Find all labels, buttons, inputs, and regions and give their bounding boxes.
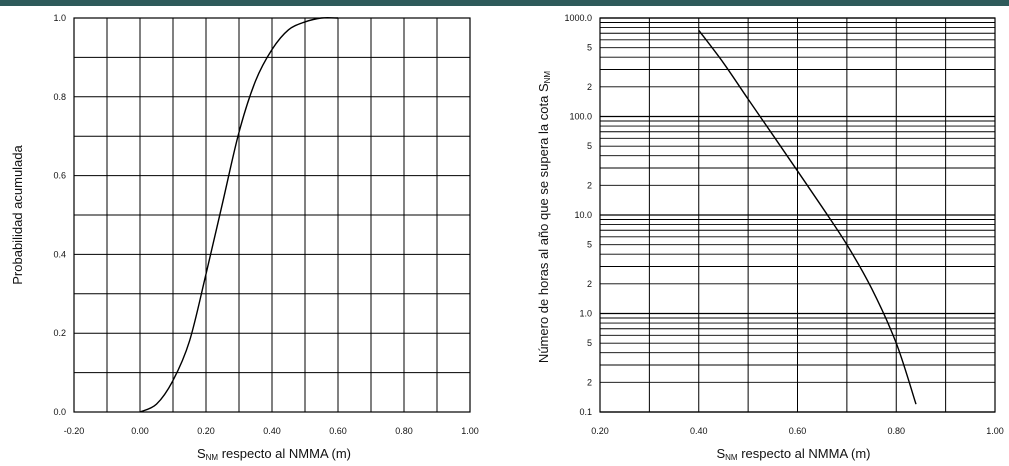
chart1-x-tick-label: 0.80 <box>395 426 413 436</box>
chart2-y-axis-label: Número de horas al año que se supera la … <box>536 71 552 363</box>
chart2-y-tick-label: 5 <box>587 338 592 348</box>
chart2-exceedance-curve <box>698 29 917 405</box>
chart1-cdf-curve <box>139 17 339 413</box>
chart2-x-tick-label: 1.00 <box>986 426 1004 436</box>
chart1-y-tick-label: 0.0 <box>53 407 66 417</box>
chart1-y-tick-label: 0.2 <box>53 328 66 338</box>
chart2-y-tick-label: 100.0 <box>569 112 592 122</box>
chart2-x-axis-label: SNM respecto al NMMA (m) <box>716 446 870 462</box>
chart2-y-tick-label: 2 <box>587 180 592 190</box>
chart2-x-tick-label: 0.20 <box>591 426 609 436</box>
chart1-y-tick-label: 0.8 <box>53 92 66 102</box>
chart2-y-tick-label: 1.0 <box>579 309 592 319</box>
chart2-y-tick-label: 5 <box>587 141 592 151</box>
chart1-x-tick-label: 1.00 <box>461 426 479 436</box>
chart1-group: -0.20 0.00 0.20 0.40 0.60 0.80 1.00 0.0 0.2 0.4 0.… <box>10 13 479 462</box>
chart2-y-tick-label: 2 <box>587 279 592 289</box>
chart2-y-tick-label: 10.0 <box>574 210 592 220</box>
chart1-frame <box>73 17 471 413</box>
chart2-y-tick-label: 5 <box>587 240 592 250</box>
chart1-x-axis-label: SNM respecto al NMMA (m) <box>197 446 351 462</box>
chart2-frame <box>599 17 996 413</box>
chart2-y-tick-label: 1000.0 <box>564 13 592 23</box>
chart1-x-tick-label: -0.20 <box>64 426 85 436</box>
chart1-x-tick-label: 0.00 <box>131 426 149 436</box>
chart2-group: 0.20 0.40 0.60 0.80 1.00 1000.0 5 2 100.0 5 2 10.0 5… <box>536 13 1004 462</box>
chart1-y-tick-label: 0.4 <box>53 249 66 259</box>
chart1-x-tick-label: 0.60 <box>329 426 347 436</box>
chart2-x-tick-label: 0.40 <box>690 426 708 436</box>
chart2-y-tick-label: 2 <box>587 82 592 92</box>
chart1-y-axis-label: Probabilidad acumulada <box>10 144 25 284</box>
chart1-y-tick-label: 1.0 <box>53 13 66 23</box>
chart2-y-tick-label: 5 <box>587 43 592 53</box>
top-bar <box>0 0 1009 6</box>
chart1-x-tick-label: 0.20 <box>197 426 215 436</box>
chart2-x-tick-label: 0.80 <box>887 426 905 436</box>
chart2-x-tick-label: 0.60 <box>789 426 807 436</box>
chart2-y-tick-label: 2 <box>587 377 592 387</box>
chart1-x-tick-label: 0.40 <box>263 426 281 436</box>
chart2-y-tick-label: 0.1 <box>579 407 592 417</box>
chart1-y-tick-label: 0.6 <box>53 171 66 181</box>
